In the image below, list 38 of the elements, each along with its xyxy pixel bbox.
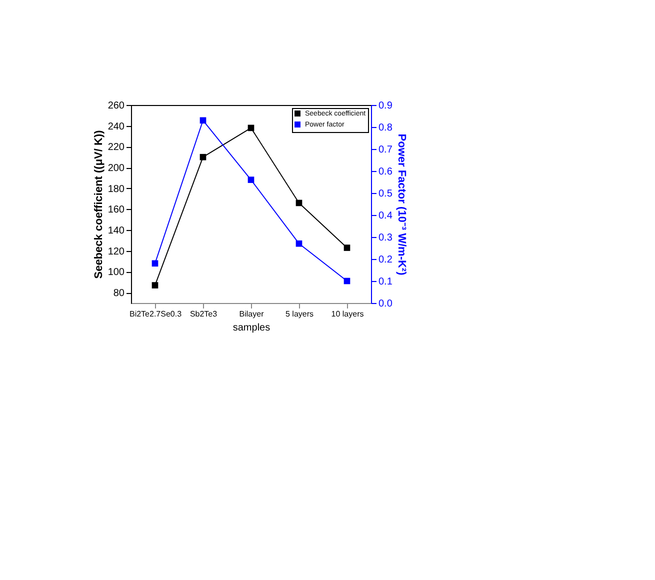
y2-tick-label: 0.3 bbox=[378, 232, 393, 244]
y2-tick-label: 0.0 bbox=[378, 298, 393, 310]
y-tick-label: 260 bbox=[108, 100, 125, 112]
y2-tick-label: 0.2 bbox=[378, 254, 393, 266]
y2-tick-label: 0.7 bbox=[378, 144, 393, 156]
y2-tick-label: 0.1 bbox=[378, 276, 393, 288]
point bbox=[296, 200, 302, 206]
point bbox=[248, 176, 254, 183]
y2-axis-title: Power Factor (10⁻³ W/m-K²) bbox=[395, 134, 408, 276]
point bbox=[248, 124, 254, 132]
point bbox=[152, 282, 158, 288]
y2-tick-label: 0.6 bbox=[378, 166, 393, 178]
x-tick-label: Sb2Te3 bbox=[190, 310, 218, 318]
point bbox=[152, 260, 158, 267]
y-tick-label: 120 bbox=[108, 246, 125, 258]
y-tick-label: 140 bbox=[108, 226, 125, 237]
point bbox=[344, 278, 350, 284]
y-tick-label: 80 bbox=[113, 288, 125, 300]
y-tick-label: 160 bbox=[108, 204, 125, 216]
y-axis-title: Seebeck coefficient ((μV/ K)) bbox=[92, 130, 105, 279]
y-tick-label: 200 bbox=[108, 163, 125, 174]
point bbox=[200, 117, 206, 124]
y2-tick-label: 0.5 bbox=[378, 188, 393, 200]
x-tick-label: 5 layers bbox=[285, 310, 314, 318]
point bbox=[296, 240, 302, 247]
x-axis-title: samples bbox=[232, 322, 270, 334]
point bbox=[344, 244, 350, 251]
y2-tick-label: 0.8 bbox=[378, 122, 393, 134]
y-tick-label: 220 bbox=[108, 142, 125, 154]
y-tick-label: 100 bbox=[108, 267, 125, 278]
y2-tick-label: 0.9 bbox=[378, 100, 393, 112]
y2-tick-label: 0.4 bbox=[378, 210, 393, 222]
point bbox=[200, 154, 206, 160]
x-tick-label: Bi2Te2.7Se0.3 bbox=[129, 310, 182, 318]
x-tick-label: Bilayer bbox=[239, 310, 264, 318]
x-tick-label: 10 layers bbox=[331, 310, 364, 318]
y-tick-label: 180 bbox=[108, 184, 125, 195]
y-tick-label: 240 bbox=[108, 121, 125, 132]
